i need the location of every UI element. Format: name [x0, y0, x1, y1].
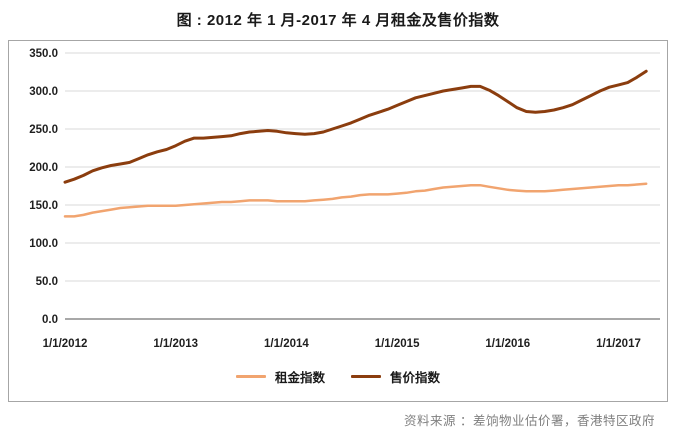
legend-item-price: 售价指数 — [351, 367, 440, 386]
legend-item-rent: 租金指数 — [235, 367, 325, 386]
x-axis-label: 1/1/2015 — [375, 338, 420, 350]
x-axis-label: 1/1/2017 — [596, 338, 641, 350]
chart-legend: 租金指数 售价指数 — [9, 367, 667, 386]
y-axis-label: 200.0 — [29, 162, 58, 174]
x-axis-label: 1/1/2012 — [43, 338, 88, 350]
y-axis-label: 250.0 — [29, 124, 58, 136]
x-axis-label: 1/1/2014 — [264, 338, 309, 350]
y-axis-label: 300.0 — [29, 86, 58, 98]
source-note: 资料来源 ：差饷物业估价署，香港特区政府 — [404, 414, 655, 428]
y-axis-label: 50.0 — [36, 276, 58, 288]
y-axis-label: 0.0 — [42, 314, 58, 326]
chart-panel: 0.0 50.0 100.0 150.0 200.0 250.0 300.0 350.0 1/1… — [8, 40, 668, 402]
y-axis-label: 150.0 — [29, 200, 58, 212]
chart-svg: 0.0 50.0 100.0 150.0 200.0 250.0 300.0 350.0 1/1… — [29, 48, 660, 350]
y-axis-label: 350.0 — [29, 48, 58, 60]
y-axis-label: 100.0 — [29, 238, 58, 250]
legend-swatch — [235, 375, 266, 378]
x-axis-label: 1/1/2013 — [153, 338, 198, 350]
legend-label: 租金指数 — [274, 371, 325, 385]
legend-swatch — [351, 375, 381, 378]
page-title: 图 : 2012 年 1 月-2017 年 4 月租金及售价指数 — [176, 12, 500, 29]
price-index-line — [63, 69, 648, 184]
legend-label: 售价指数 — [390, 371, 441, 385]
x-axis-label: 1/1/2016 — [485, 338, 530, 350]
rent-index-line — [63, 182, 648, 218]
